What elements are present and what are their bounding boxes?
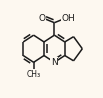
Text: OH: OH bbox=[62, 14, 76, 23]
Text: CH₃: CH₃ bbox=[27, 69, 41, 78]
Text: N: N bbox=[51, 58, 58, 67]
Text: O: O bbox=[39, 14, 46, 23]
